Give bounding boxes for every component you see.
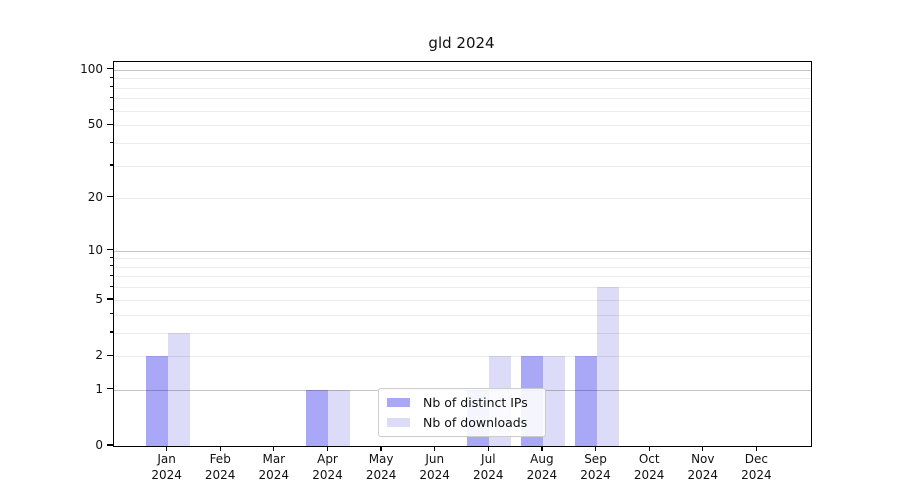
x-axis-label-jan: Jan 2024	[151, 452, 182, 482]
y-axis-minor-tick	[110, 96, 113, 99]
y-axis-tick	[107, 387, 113, 390]
x-axis-tick	[487, 446, 489, 451]
x-axis-tick	[541, 446, 543, 451]
x-axis-label-sep: Sep 2024	[580, 452, 611, 482]
bar-distinct-ips-jan	[145, 356, 168, 446]
x-axis-label-feb: Feb 2024	[204, 452, 236, 482]
x-axis-tick	[380, 446, 382, 451]
x-axis-tick	[219, 446, 221, 451]
y-axis-tick-label: 0	[95, 438, 103, 452]
y-axis-minor-tick	[110, 141, 113, 143]
bar-downloads-sep	[596, 287, 619, 446]
gridline-minor	[114, 266, 811, 268]
legend-row-distinct-ips: Nb of distinct IPs	[387, 395, 537, 410]
x-axis-label-oct: Oct 2024	[633, 452, 665, 482]
gridline-minor	[114, 287, 811, 289]
x-axis-tick	[594, 446, 597, 451]
legend-swatch-downloads	[387, 417, 410, 428]
gridline-minor	[114, 299, 811, 301]
y-axis-tick-label: 10	[87, 242, 103, 257]
x-axis-tick	[755, 446, 757, 451]
x-axis-label-may: May 2024	[365, 452, 397, 482]
y-axis-tick-label: 1	[95, 381, 103, 396]
gridline-major	[114, 69, 811, 71]
gridline-minor	[114, 314, 811, 316]
legend-swatch-distinct-ips	[387, 397, 410, 408]
x-axis-tick	[648, 446, 650, 451]
gridline-minor	[114, 125, 811, 127]
y-axis-tick-label: 100	[80, 61, 103, 76]
x-axis-tick	[702, 446, 704, 451]
y-axis-minor-tick	[110, 86, 113, 88]
bar-downloads-apr	[328, 389, 351, 446]
y-axis-tick	[107, 68, 113, 70]
y-axis-minor-tick	[110, 331, 113, 333]
y-axis-tick-label: 2	[95, 348, 103, 363]
y-axis-minor-tick	[110, 256, 113, 258]
x-axis-tick	[326, 446, 329, 451]
bar-distinct-ips-apr	[306, 389, 329, 446]
gridline-minor	[114, 276, 811, 278]
chart-title: gld 2024	[428, 34, 495, 52]
gridline-major	[114, 250, 811, 252]
gridline-minor	[114, 87, 811, 89]
x-axis-label-jul: Jul 2024	[473, 452, 504, 482]
gridline-minor	[114, 166, 811, 167]
y-axis-tick-label: 5	[95, 291, 103, 306]
gridline-minor	[114, 258, 811, 260]
gridline-minor	[114, 333, 811, 334]
x-axis-tick	[166, 446, 168, 451]
y-axis-minor-tick	[110, 265, 113, 267]
x-axis-label-jun: Jun 2024	[419, 452, 450, 482]
y-axis-tick-label: 20	[87, 189, 103, 204]
x-axis-label-apr: Apr 2024	[312, 452, 343, 482]
gridline-minor	[114, 98, 811, 100]
bar-downloads-aug	[542, 356, 565, 446]
legend-label-distinct-ips: Nb of distinct IPs	[423, 395, 528, 410]
y-axis-tick-label: 50	[87, 117, 103, 132]
legend: Nb of distinct IPs Nb of downloads	[378, 388, 546, 437]
y-axis-tick	[107, 354, 113, 357]
y-axis-tick	[107, 444, 113, 446]
y-axis-minor-tick	[110, 313, 113, 315]
gridline-minor	[114, 143, 811, 145]
y-axis-minor-tick	[110, 164, 113, 166]
y-axis-minor-tick	[110, 274, 113, 277]
x-axis-label-dec: Dec 2024	[741, 452, 772, 482]
y-axis-tick	[107, 123, 113, 126]
y-axis-tick	[107, 248, 113, 251]
y-axis-minor-tick	[110, 76, 113, 78]
x-axis-label-aug: Aug 2024	[526, 452, 558, 482]
gridline-minor	[114, 110, 811, 112]
gridline-minor	[114, 78, 811, 80]
y-axis-minor-tick	[110, 109, 113, 111]
y-axis-tick	[107, 196, 113, 198]
gridline-minor	[114, 356, 811, 358]
y-axis-tick	[107, 298, 113, 300]
legend-row-downloads: Nb of downloads	[387, 415, 537, 430]
x-axis-label-nov: Nov 2024	[687, 452, 719, 482]
bar-distinct-ips-sep	[574, 356, 597, 446]
gridline-minor	[114, 197, 811, 199]
x-axis-tick	[273, 446, 275, 451]
x-axis-label-mar: Mar 2024	[258, 452, 290, 482]
y-axis-minor-tick	[110, 285, 113, 287]
plot-area: Nb of distinct IPs Nb of downloads	[113, 61, 812, 447]
x-axis-tick	[434, 446, 436, 451]
legend-label-downloads: Nb of downloads	[423, 415, 528, 430]
